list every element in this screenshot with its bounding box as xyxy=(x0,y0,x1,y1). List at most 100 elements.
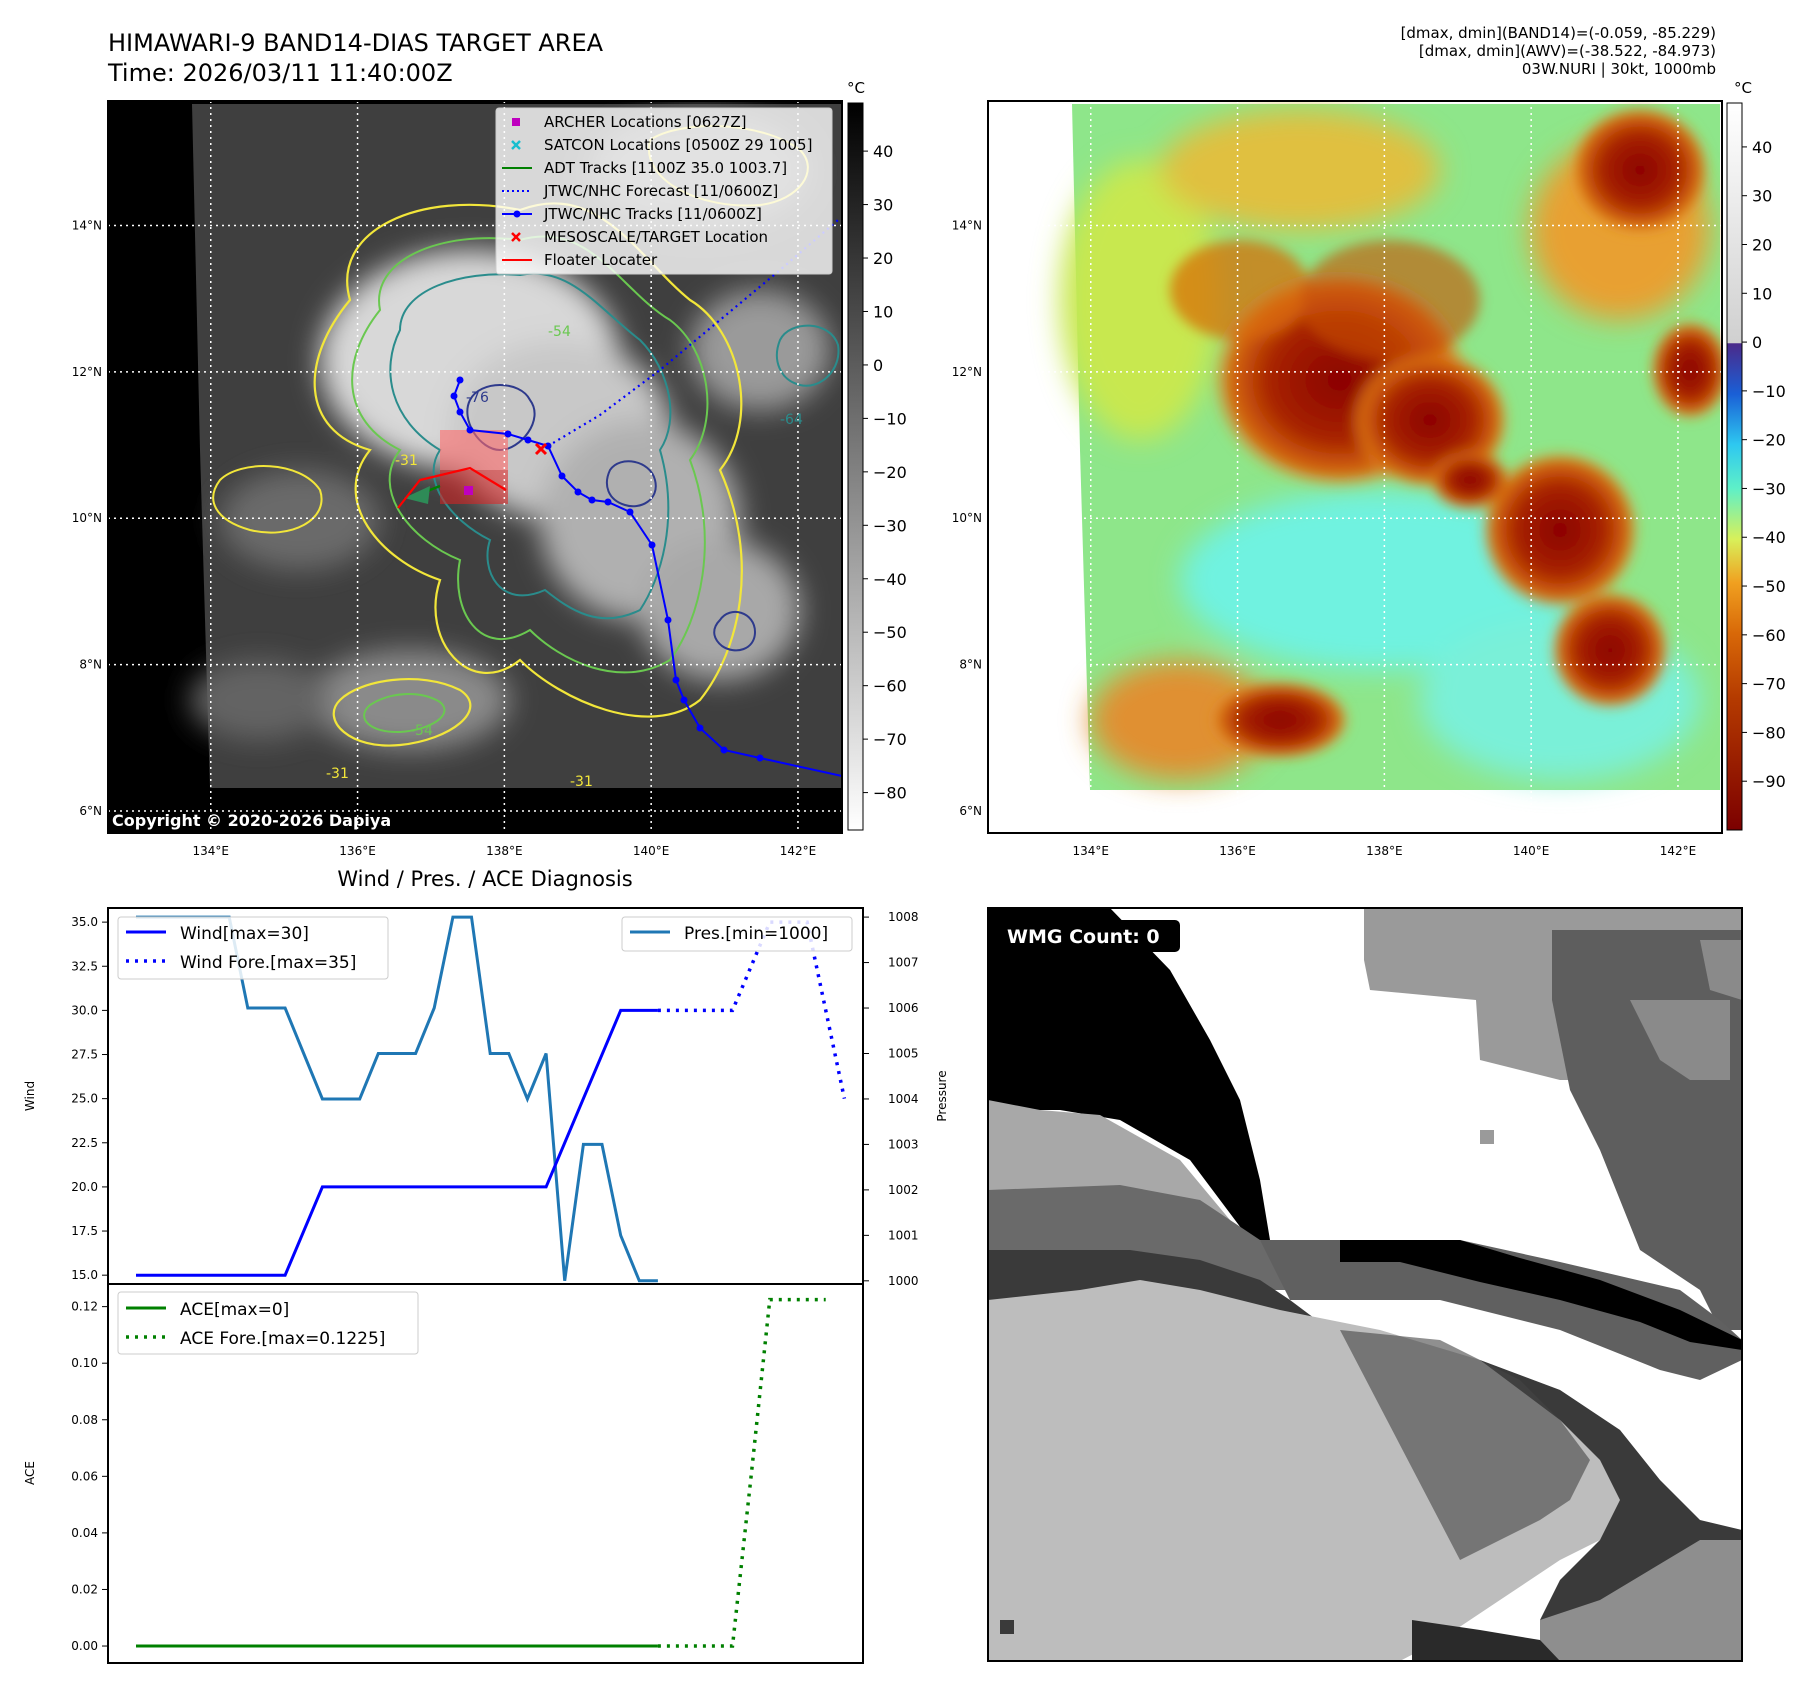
contour-label: -31 xyxy=(570,774,593,790)
colorbar-tick-label: −10 xyxy=(873,409,907,428)
wmg-count-label: WMG Count: 0 xyxy=(1007,926,1160,948)
lat-tick-label: 12°N xyxy=(72,365,102,379)
wind-pressure-panel: 15.0 17.5 20.0 22.5 25.0 27.5 30.0 32.5 35.0 100… xyxy=(23,907,949,1288)
colorbar-tick-label: −40 xyxy=(873,570,907,589)
track-point xyxy=(720,746,728,754)
figure-title: HIMAWARI-9 BAND14-DIAS TARGET AREA Time:… xyxy=(108,28,603,88)
track-point xyxy=(696,724,704,732)
colorbar-tick-label: 10 xyxy=(1752,284,1772,303)
legend-marker-dot xyxy=(513,210,521,218)
floater-area-box xyxy=(440,470,508,504)
track-point xyxy=(504,430,512,438)
lat-tick-label: 12°N xyxy=(952,365,982,379)
pressure-tick-label: 1008 xyxy=(888,910,919,924)
ir-map-frame xyxy=(107,100,843,834)
colorbar-tick-label: −30 xyxy=(1752,479,1786,498)
track-point xyxy=(466,426,474,434)
lon-tick-label: 136°E xyxy=(1219,844,1256,858)
track-point xyxy=(756,754,764,762)
track-point xyxy=(558,472,566,480)
contour-labels: -54 -76 -31 -64 -31 -31 -54 xyxy=(326,324,803,790)
lat-tick-label: 14°N xyxy=(952,218,982,232)
lon-tick-label: 142°E xyxy=(1660,844,1697,858)
jtwc-best-track xyxy=(452,379,842,777)
pressure-axis-label: Pressure xyxy=(935,1070,949,1121)
pressure-legend: Pres.[min=1000] xyxy=(621,916,853,952)
archer-location-marker xyxy=(464,486,473,495)
colorbar-tick-label: −80 xyxy=(1752,723,1786,742)
lat-tick-label: 10°N xyxy=(952,511,982,525)
legend-label: Floater Locater xyxy=(544,251,658,269)
colorbar-tick-label: −80 xyxy=(873,784,907,803)
colorbar-tick-label: −60 xyxy=(1752,626,1786,645)
lon-tick-label: 138°E xyxy=(486,844,523,858)
awv-map-frame xyxy=(987,100,1723,834)
pressure-tick-label: 1007 xyxy=(888,956,919,970)
lat-tick-label: 10°N xyxy=(72,511,102,525)
ace-tick-label: 0.08 xyxy=(71,1413,98,1427)
lat-tick-label: 8°N xyxy=(79,658,102,672)
floater-locator xyxy=(397,466,507,509)
colorbar-tick-label: −60 xyxy=(873,677,907,696)
legend-label: SATCON Locations [0500Z 29 1005] xyxy=(544,136,812,154)
colorbar-tick-label: 20 xyxy=(1752,235,1772,254)
wind-legend: Wind[max=30] Wind Fore.[max=35] xyxy=(117,916,389,980)
ir-map-panel: -54 -76 -31 -64 -31 -31 -54 ARCHER Locat… xyxy=(107,100,843,834)
pressure-tick-label: 1000 xyxy=(888,1274,919,1288)
contour-label: -54 xyxy=(410,723,433,739)
legend-marker xyxy=(512,118,520,126)
pressure-tick-label: 1006 xyxy=(888,1001,919,1015)
ir-colorbar-ramp xyxy=(847,102,864,831)
wind-tick-label: 27.5 xyxy=(71,1048,98,1062)
ace-tick-label: 0.12 xyxy=(71,1300,98,1314)
colorbar-tick-label: −50 xyxy=(1752,577,1786,596)
title-line-2: Time: 2026/03/11 11:40:00Z xyxy=(108,59,453,87)
legend-label: JTWC/NHC Tracks [11/0600Z] xyxy=(543,205,762,223)
contour-label: -31 xyxy=(395,453,418,469)
legend-marker xyxy=(511,140,521,150)
colorbar-tick-label: −40 xyxy=(1752,528,1786,547)
pressure-tick-label: 1003 xyxy=(888,1137,919,1151)
lat-tick-label: 6°N xyxy=(959,804,982,818)
colorbar-tick-label: −70 xyxy=(873,730,907,749)
ace-tick-label: 0.00 xyxy=(71,1639,98,1653)
wmg-frame xyxy=(987,907,1743,1662)
legend-label: ADT Tracks [1100Z 35.0 1003.7] xyxy=(544,159,787,177)
colorbar-tick-label: 20 xyxy=(873,249,893,268)
awv-cold-tops xyxy=(1170,105,1722,760)
track-point xyxy=(450,392,458,400)
ace-forecast-line xyxy=(657,1297,826,1648)
target-area-box xyxy=(440,430,508,470)
wind-tick-label: 15.0 xyxy=(71,1268,98,1282)
contour-label: -64 xyxy=(780,412,803,428)
legend-marker xyxy=(511,232,521,242)
track-point xyxy=(626,508,634,516)
satcon-marker-cluster xyxy=(404,486,430,504)
wind-tick-label: 35.0 xyxy=(71,915,98,929)
storm-summary: 03W.NURI | 30kt, 1000mb xyxy=(1521,60,1716,78)
wmg-classification-field xyxy=(988,908,1742,1661)
lat-tick-label: 6°N xyxy=(79,804,102,818)
ir-colorbar-unit: °C xyxy=(847,79,865,97)
ace-tick-label: 0.02 xyxy=(71,1582,98,1596)
colorbar-tick-label: 0 xyxy=(873,356,883,375)
map-legend: ARCHER Locations [0627Z] SATCON Locations… xyxy=(495,107,833,275)
track-point xyxy=(574,488,582,496)
ace-panel: 0.00 0.02 0.04 0.06 0.08 0.10 0.12 ACE ACE[max… xyxy=(23,1283,864,1664)
contour-label: -76 xyxy=(466,390,489,406)
track-point xyxy=(680,696,688,704)
colorbar-tick-label: −20 xyxy=(1752,431,1786,450)
wind-legend-label: Wind[max=30] xyxy=(180,924,309,944)
pressure-tick-label: 1004 xyxy=(888,1092,919,1106)
legend-label: JTWC/NHC Forecast [11/0600Z] xyxy=(543,182,778,200)
track-point xyxy=(672,676,680,684)
colorbar-tick-label: 10 xyxy=(873,302,893,321)
target-location-marker xyxy=(534,442,548,456)
awv-colorbar-ramp xyxy=(1726,102,1743,831)
colorbar-tick-label: −90 xyxy=(1752,772,1786,791)
diagnosis-title: Wind / Pres. / ACE Diagnosis xyxy=(337,867,632,891)
lon-tick-label: 136°E xyxy=(339,844,376,858)
pressure-tick-label: 1005 xyxy=(888,1046,919,1060)
ace-forecast-legend-label: ACE Fore.[max=0.1225] xyxy=(180,1329,385,1349)
